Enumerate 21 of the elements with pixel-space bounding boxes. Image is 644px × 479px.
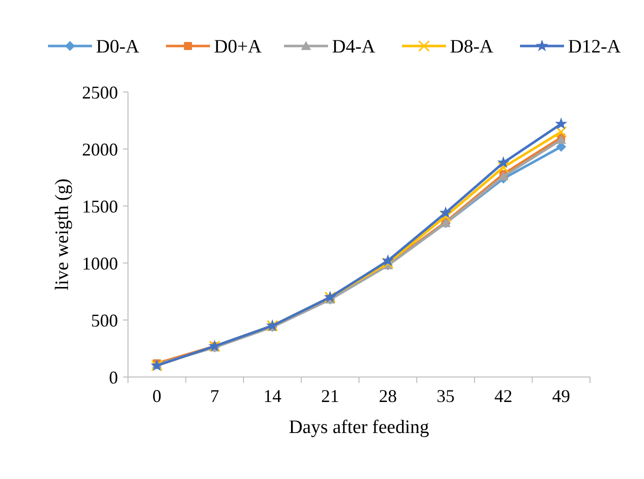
y-tick-label: 2500	[82, 82, 118, 102]
x-tick-label: 49	[552, 386, 570, 406]
x-tick-label: 7	[210, 386, 220, 406]
legend-label: D0+A	[214, 36, 262, 58]
y-tick-label: 500	[91, 310, 118, 330]
y-tick-label: 2000	[82, 139, 118, 160]
legend-label: D4-A	[332, 36, 376, 58]
legend-label: D8-A	[450, 36, 494, 58]
x-tick-label: 21	[321, 386, 340, 406]
x-axis-title: Days after feeding	[288, 417, 430, 438]
x-tick-label: 14	[263, 386, 282, 406]
x-tick-label: 28	[378, 386, 397, 406]
x-tick-label: 0	[152, 386, 162, 406]
legend-label: D12-A	[568, 36, 622, 58]
y-tick-label: 1500	[82, 196, 118, 216]
y-axis-title: live weigth (g)	[52, 178, 73, 290]
x-tick-label: 35	[436, 386, 455, 406]
x-tick-label: 42	[494, 386, 512, 406]
y-tick-label: 0	[109, 367, 118, 388]
legend-label: D0-A	[96, 36, 140, 58]
y-tick-label: 1000	[82, 253, 118, 274]
